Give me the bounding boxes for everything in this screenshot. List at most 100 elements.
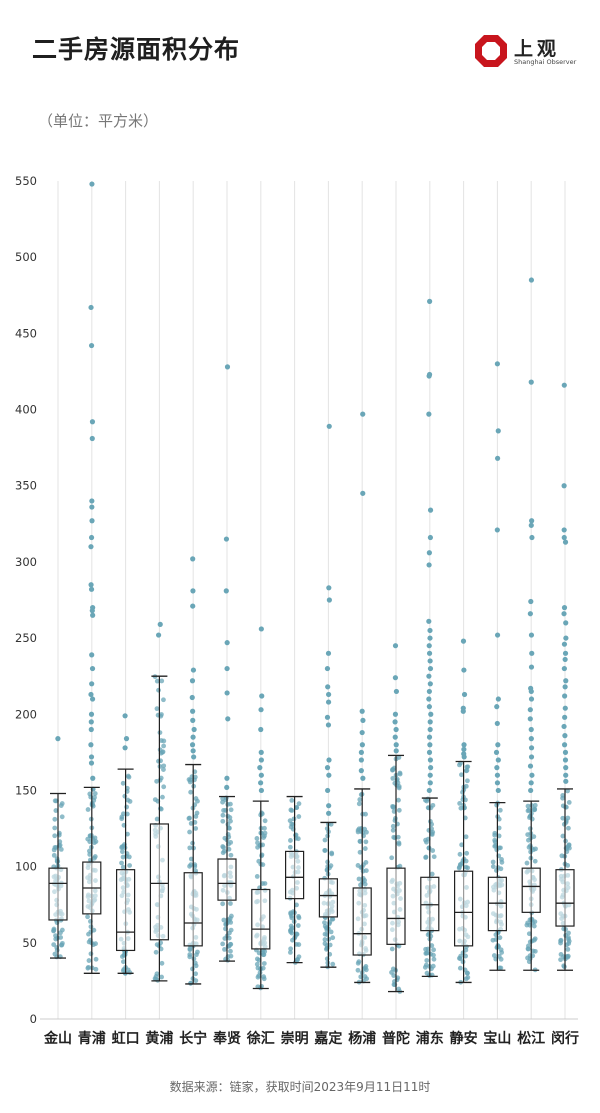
x-category-label: 宝山: [483, 1030, 511, 1047]
outlier-point: [325, 650, 332, 656]
data-point: [391, 809, 397, 814]
outlier-point: [258, 726, 264, 733]
data-point: [220, 941, 226, 947]
outlier-point: [495, 742, 501, 748]
data-point: [322, 848, 328, 853]
data-point: [159, 974, 165, 980]
data-point: [396, 785, 402, 791]
data-point: [458, 953, 464, 959]
data-point: [188, 856, 194, 862]
data-point: [526, 931, 532, 937]
outlier-point: [561, 527, 567, 533]
outlier-point: [258, 757, 264, 763]
data-point: [221, 917, 227, 923]
outlier-point: [527, 611, 533, 617]
data-point: [59, 814, 65, 820]
data-point: [391, 834, 397, 840]
data-point: [154, 816, 160, 822]
data-point: [127, 863, 132, 868]
outlier-point: [427, 780, 433, 786]
data-point: [329, 851, 335, 857]
data-point: [161, 743, 167, 749]
outlier-point: [55, 736, 61, 742]
data-point: [524, 860, 530, 866]
box-plot-chart: 0 50 100 150 200 250 300 350 400 450 500 550 金山 青浦 虹口黄…: [15, 174, 579, 1047]
x-category-label: 徐汇: [246, 1030, 275, 1047]
outlier-point: [460, 708, 466, 714]
data-point: [260, 950, 266, 956]
outlier-point: [426, 787, 432, 794]
data-point: [322, 937, 328, 942]
data-point: [159, 678, 165, 684]
data-point: [119, 849, 125, 855]
outlier-point: [528, 664, 535, 670]
x-category-label: 杨浦: [348, 1030, 376, 1047]
outlier-point: [561, 382, 567, 388]
chart-title: 二手房源面积分布: [32, 35, 241, 64]
outlier-point: [563, 778, 569, 784]
data-point: [51, 942, 57, 947]
data-point: [525, 808, 531, 814]
outlier-point: [427, 658, 433, 664]
data-point: [58, 803, 64, 808]
data-point: [121, 959, 126, 965]
y-tick-label: 100: [15, 860, 37, 874]
outlier-point: [189, 694, 195, 701]
outlier-point: [325, 722, 332, 728]
data-point: [565, 788, 570, 794]
data-point: [195, 798, 200, 804]
outlier-point: [189, 678, 196, 684]
outlier-point: [494, 361, 500, 367]
outlier-point: [562, 733, 568, 739]
outlier-point: [324, 765, 331, 771]
data-point: [226, 943, 232, 949]
outlier-point: [427, 772, 433, 778]
outlier-point: [88, 534, 95, 541]
data-point: [160, 794, 165, 800]
data-point: [154, 706, 160, 712]
outlier-point: [426, 734, 433, 740]
data-point: [254, 836, 260, 841]
box: [521, 867, 541, 913]
outlier-point: [190, 734, 196, 740]
data-point: [53, 808, 59, 813]
outlier-point: [426, 373, 432, 379]
data-point: [527, 826, 533, 832]
data-point: [396, 840, 402, 846]
data-point: [492, 837, 498, 843]
data-point: [228, 818, 233, 824]
data-point: [159, 960, 165, 966]
data-point: [362, 846, 368, 851]
data-point: [496, 816, 502, 822]
data-point: [362, 974, 368, 979]
outlier-point: [563, 765, 569, 771]
data-point: [463, 953, 469, 959]
outlier-point: [360, 411, 366, 417]
outlier-point: [427, 719, 433, 725]
outlier-point: [258, 707, 264, 713]
y-tick-label: 50: [22, 936, 37, 950]
data-point: [157, 777, 163, 783]
outlier-point: [190, 708, 196, 714]
data-point: [156, 758, 161, 764]
data-point: [92, 795, 97, 800]
data-point: [560, 793, 566, 798]
data-point: [52, 951, 58, 957]
data-point: [188, 862, 194, 868]
data-point: [429, 871, 435, 877]
outlier-point: [527, 707, 533, 713]
outlier-point: [89, 518, 95, 524]
outlier-point: [528, 736, 534, 742]
data-point: [124, 804, 130, 810]
data-point: [187, 829, 192, 835]
data-point: [289, 808, 295, 813]
data-point: [493, 843, 498, 848]
outlier-point: [494, 772, 501, 778]
outlier-point: [426, 411, 432, 417]
data-point: [289, 821, 295, 827]
data-point: [287, 844, 293, 850]
data-point: [525, 803, 531, 809]
outlier-point: [561, 742, 568, 748]
outlier-point: [88, 586, 95, 592]
outlier-point: [392, 734, 398, 740]
